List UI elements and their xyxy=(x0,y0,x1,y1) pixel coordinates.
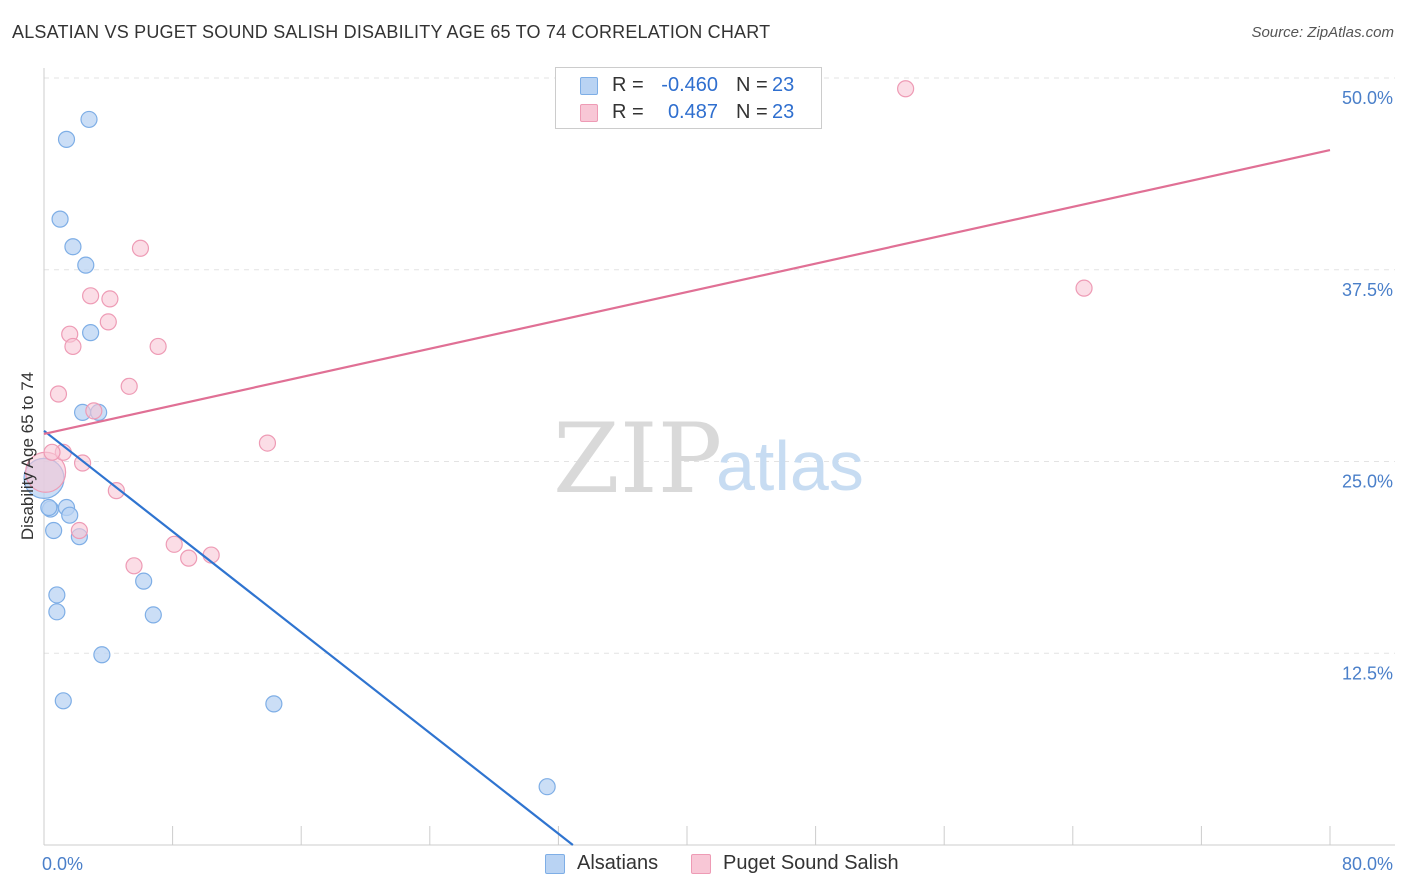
legend-item-salish[interactable]: Puget Sound Salish xyxy=(691,852,911,876)
alsatians-point xyxy=(45,521,63,540)
legend-row-alsatians: R = -0.460 N = 23 xyxy=(556,73,823,99)
legend-item-alsatians[interactable]: Alsatians xyxy=(545,852,685,876)
alsatians-point xyxy=(64,238,82,256)
salish-swatch xyxy=(691,854,711,874)
salish-point xyxy=(64,337,82,356)
alsatians-point xyxy=(48,586,66,604)
r-value: 0.487 xyxy=(667,101,718,123)
alsatians-point xyxy=(54,692,72,710)
y-axis-label: Disability Age 65 to 74 xyxy=(18,372,37,540)
alsatians-swatch xyxy=(545,854,565,874)
salish-point xyxy=(49,385,68,403)
alsatians-point xyxy=(80,110,98,129)
legend-row-salish: R = 0.487 N = 23 xyxy=(556,100,823,126)
salish-point xyxy=(180,549,198,567)
alsatians-swatch xyxy=(580,77,598,95)
salish-point xyxy=(149,337,167,356)
legend-label-alsatians: Alsatians xyxy=(577,852,659,874)
salish-point xyxy=(897,80,915,98)
salish-point xyxy=(43,443,61,461)
salish-point xyxy=(107,482,125,500)
salish-trend-line xyxy=(43,149,1331,435)
alsatians-point xyxy=(144,606,162,624)
alsatians-point xyxy=(61,506,79,524)
salish-point xyxy=(125,557,143,575)
watermark-atlas: atlas xyxy=(716,427,864,505)
y-tick-label: 37.5% xyxy=(1342,280,1393,300)
salish-point xyxy=(70,521,88,540)
salish-point xyxy=(101,290,119,308)
alsatians-point xyxy=(265,695,283,713)
alsatians-point xyxy=(57,130,76,148)
salish-point xyxy=(85,402,103,420)
x-tick-label-min: 0.0% xyxy=(42,854,83,874)
n-value: 23 xyxy=(772,74,795,96)
r-label: R = xyxy=(612,101,644,123)
chart-title: ALSATIAN VS PUGET SOUND SALISH DISABILIT… xyxy=(12,22,771,42)
salish-point xyxy=(120,377,138,395)
salish-point xyxy=(1075,279,1093,297)
alsatians-trend-line xyxy=(43,429,574,846)
correlation-legend: R = -0.460 N = 23 R = 0.487 N = 23 xyxy=(555,67,822,129)
axis-labels: 12.5% 25.0% 37.5% 50.0% 0.0% 80.0% Disability … xyxy=(18,88,1393,874)
salish-point xyxy=(131,239,150,257)
salish-point xyxy=(99,313,117,331)
y-tick-label: 25.0% xyxy=(1342,472,1393,492)
legend-label-salish: Puget Sound Salish xyxy=(723,852,899,874)
watermark-zip: ZIP xyxy=(553,403,722,515)
trend-lines xyxy=(43,149,1331,846)
n-value: 23 xyxy=(772,101,795,123)
source-credit: Source: ZipAtlas.com xyxy=(1251,24,1394,41)
alsatians-point xyxy=(93,646,111,664)
alsatians-point xyxy=(82,324,100,342)
watermark: ZIP atlas xyxy=(553,403,864,515)
grid-lines xyxy=(44,77,1395,654)
salish-point xyxy=(258,434,277,452)
n-label: N = xyxy=(736,101,768,123)
salish-point xyxy=(82,287,100,305)
alsatians-point xyxy=(538,778,556,796)
y-tick-label: 50.0% xyxy=(1342,88,1393,108)
salish-point xyxy=(165,535,183,553)
alsatians-point xyxy=(48,603,66,621)
alsatians-point xyxy=(51,210,69,228)
alsatians-point xyxy=(40,498,58,517)
y-tick-label: 12.5% xyxy=(1342,663,1393,683)
x-tick-label-max: 80.0% xyxy=(1342,854,1393,874)
alsatians-point xyxy=(135,572,153,590)
alsatians-point xyxy=(77,256,95,274)
r-label: R = xyxy=(612,74,644,96)
salish-swatch xyxy=(580,104,598,122)
n-label: N = xyxy=(736,74,768,96)
r-value: -0.460 xyxy=(661,74,718,96)
data-points xyxy=(23,80,1093,796)
